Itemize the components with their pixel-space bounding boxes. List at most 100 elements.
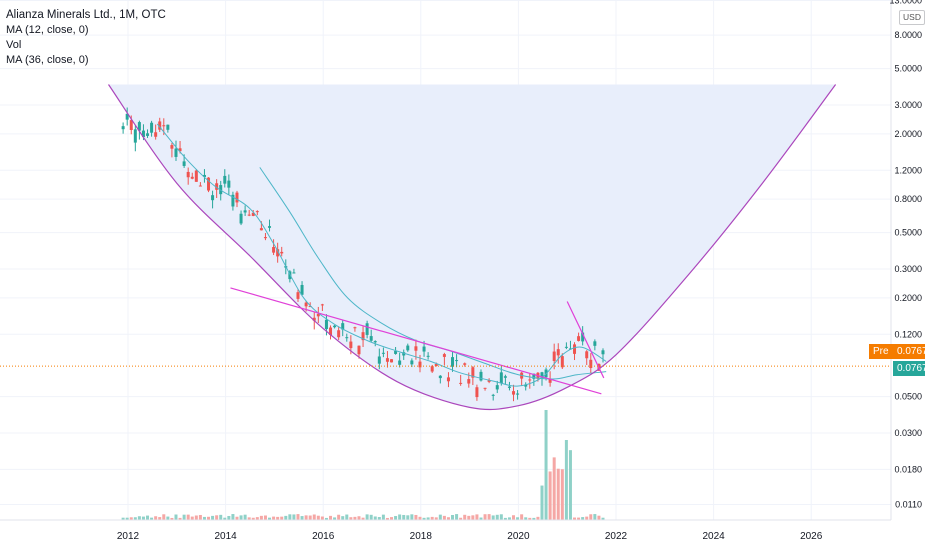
volume-bar — [597, 515, 601, 520]
candle-body — [459, 382, 463, 384]
volume-bar — [568, 450, 572, 520]
volume-bar — [239, 515, 243, 520]
volume-bar — [304, 515, 308, 520]
x-tick-label: 2012 — [117, 531, 140, 542]
candle-body — [263, 237, 267, 239]
volume-bar — [227, 515, 231, 520]
volume-bar — [141, 516, 145, 520]
vol-legend[interactable]: Vol — [6, 39, 22, 51]
candle-body — [402, 352, 406, 356]
y-tick-label: 8.0000 — [894, 30, 922, 40]
candle-body — [255, 211, 259, 213]
cup-curve — [108, 84, 837, 411]
volume-bar — [223, 517, 227, 520]
candle-body — [430, 366, 434, 372]
volume-bar — [190, 516, 194, 520]
candle-body — [227, 180, 231, 188]
candle-body — [296, 292, 300, 299]
volume-bar — [125, 517, 129, 520]
cup-area — [108, 84, 836, 410]
ma12-legend[interactable]: MA (12, close, 0) — [6, 24, 89, 36]
volume-bar — [211, 515, 215, 520]
y-tick-label: 0.0110 — [895, 499, 922, 509]
volume-bar — [414, 514, 418, 520]
volume-bar — [182, 514, 186, 520]
volume-bar — [381, 514, 385, 520]
candle-body — [414, 346, 418, 351]
volume-bar — [402, 514, 406, 520]
volume-bar — [170, 517, 174, 520]
candle-body — [247, 214, 251, 216]
candle-body — [337, 330, 341, 338]
candle-body — [251, 212, 255, 216]
currency-button[interactable]: USD — [899, 10, 925, 25]
candle-body — [190, 176, 194, 179]
volume-bar — [434, 517, 438, 520]
y-tick-label: 0.2000 — [894, 293, 922, 303]
candle-body — [154, 132, 158, 137]
x-tick-label: 2016 — [312, 531, 335, 542]
volume-bar — [292, 514, 296, 520]
volume-bar — [272, 516, 276, 520]
volume-bar — [430, 516, 434, 520]
volume-bar — [418, 516, 422, 520]
volume-bar — [202, 516, 206, 520]
candle-body — [320, 304, 324, 306]
candle-body — [170, 145, 174, 149]
volume-bar — [174, 514, 178, 520]
candle-body — [312, 317, 316, 321]
volume-bar — [198, 514, 202, 520]
y-tick-label: 0.0180 — [894, 464, 922, 474]
candle-body — [353, 327, 357, 329]
x-tick-label: 2014 — [214, 531, 237, 542]
volume-bar — [186, 514, 190, 520]
volume-bar — [532, 517, 536, 520]
candle-body — [540, 372, 544, 379]
volume-bars — [121, 410, 605, 520]
candle-body — [410, 360, 414, 365]
candle-body — [341, 323, 345, 330]
volume-bar — [337, 514, 341, 520]
candle-body — [524, 384, 528, 387]
last-price-badge: 0.0767 — [893, 361, 928, 376]
volume-bar — [394, 516, 398, 520]
candle-body — [146, 133, 150, 136]
candle-body — [491, 394, 495, 396]
candle-body — [548, 379, 552, 383]
y-tick-label: 0.8000 — [894, 194, 922, 204]
candle-body — [577, 336, 581, 341]
wedge-line — [566, 301, 605, 379]
y-tick-label: 5.0000 — [894, 64, 922, 74]
candle-body — [300, 284, 304, 295]
candle-body — [503, 376, 507, 378]
candle-body — [121, 126, 125, 130]
candle-body — [381, 352, 385, 354]
symbol-title[interactable]: Alianza Minerals Ltd., 1M, OTC — [6, 9, 166, 21]
volume-bar — [296, 514, 300, 520]
candle-body — [304, 302, 308, 307]
volume-bar — [268, 517, 272, 520]
volume-bar — [231, 514, 235, 520]
candle-body — [194, 170, 198, 182]
candle-body — [349, 341, 353, 349]
volume-bar — [365, 514, 369, 520]
volume-bar — [150, 517, 154, 520]
candle-body — [406, 345, 410, 351]
candle-body — [528, 379, 532, 381]
volume-bar — [544, 410, 548, 520]
pre-price-badge: 0.0767 — [893, 344, 928, 359]
x-axis-labels: 2012 2014 2016 2018 2020 2022 2024 2026 — [117, 531, 823, 542]
candle-body — [129, 120, 133, 131]
ma36-legend[interactable]: MA (36, close, 0) — [6, 54, 89, 66]
volume-bar — [520, 514, 524, 520]
candle-body — [512, 391, 516, 395]
candle-body — [125, 113, 129, 120]
volume-bar — [288, 514, 292, 520]
candle-body — [422, 346, 426, 352]
volume-bar — [243, 514, 247, 520]
volume-bar — [247, 517, 251, 520]
candle-body — [507, 386, 511, 388]
volume-bar — [483, 514, 487, 520]
candle-body — [137, 122, 141, 131]
